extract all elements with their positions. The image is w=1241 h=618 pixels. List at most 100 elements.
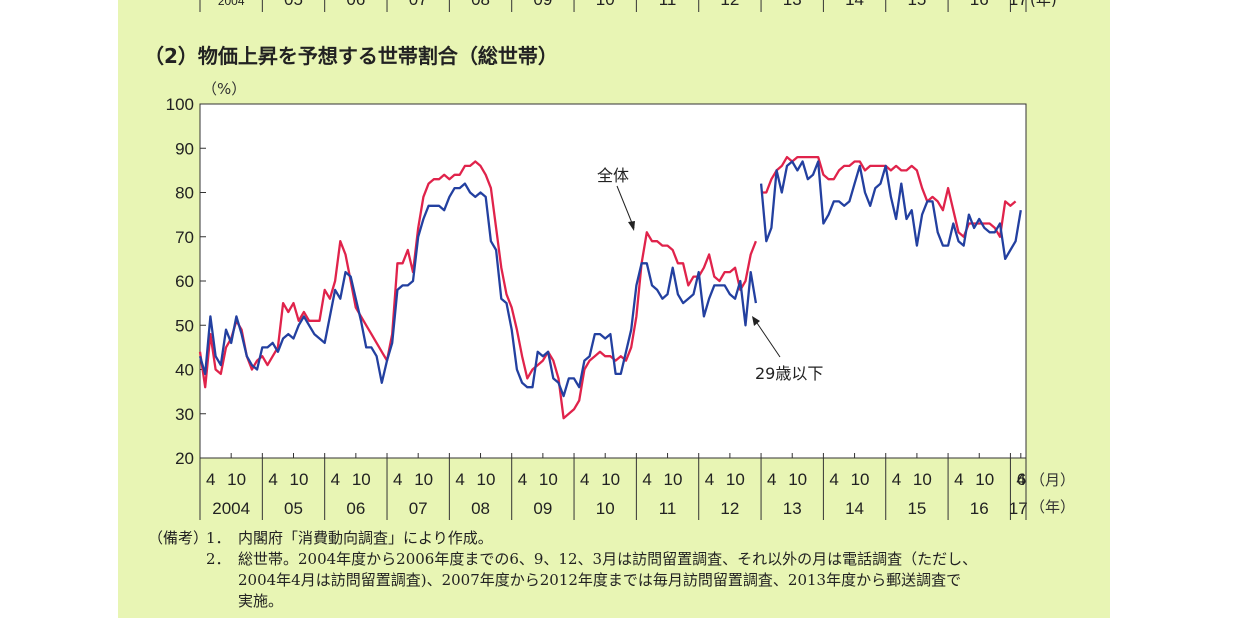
x-month-label: 4: [331, 470, 340, 489]
note-row: 2004年4月は訪問留置調査)、2007年度から2012年度までは毎月訪問留置調…: [148, 570, 977, 591]
annotations: 全体 29歳以下: [597, 166, 823, 383]
series-line-under29: [198, 182, 758, 398]
top-strip-year-label: 2004: [218, 0, 245, 8]
x-year-label: 05: [284, 499, 303, 518]
top-strip-unit: (年): [1030, 0, 1057, 9]
top-strip-year-label: 15: [907, 0, 926, 9]
note-number: [206, 570, 238, 591]
y-tick-label: 60: [175, 272, 194, 291]
x-month-label: 10: [913, 470, 932, 489]
annotation-label: 29歳以下: [755, 364, 823, 383]
x-year-label: 07: [409, 499, 428, 518]
y-axis: 20 30 40 50 60 70 80 90 100: [166, 95, 206, 468]
x-month-label: 10: [227, 470, 246, 489]
annotation-arrow: [754, 319, 781, 358]
x-month-label: 4: [518, 470, 527, 489]
x-month-label: 4: [1016, 470, 1025, 489]
note-text: 総世帯。2004年度から2006年度までの6、9、12、3月は訪問留置調査、それ…: [238, 550, 978, 568]
x-month-label: 10: [352, 470, 371, 489]
x-year-label: 09: [533, 499, 552, 518]
x-year-label: 13: [783, 499, 802, 518]
series-layer: [198, 155, 1022, 420]
x-month-label: 4: [455, 470, 464, 489]
series-line-under29: [759, 160, 1022, 261]
y-tick-label: 100: [166, 95, 194, 114]
x-year-label: 11: [659, 499, 677, 518]
x-month-label: 4: [206, 470, 215, 489]
y-tick-label: 30: [175, 405, 194, 424]
top-strip-year-label: 05: [284, 0, 303, 9]
x-axis-month-unit: （月）: [1030, 471, 1075, 489]
top-strip-year-label: 08: [471, 0, 490, 9]
note-text: 内閣府「消費動向調査」により作成。: [238, 529, 493, 547]
y-tick-label: 90: [175, 139, 194, 158]
x-month-label: 10: [851, 470, 870, 489]
top-strip-year-label: 09: [533, 0, 552, 9]
annotation-label: 全体: [597, 166, 629, 185]
top-strip-year-label: 10: [596, 0, 615, 9]
top-strip-year-label: 16: [970, 0, 989, 9]
annotation-arrowhead: [752, 316, 760, 326]
notes: （備考） 1． 内閣府「消費動向調査」により作成。 2． 総世帯。2004年度か…: [148, 528, 977, 612]
top-strip-year-label: 17: [1009, 0, 1028, 9]
top-strip-year-label: 11: [659, 0, 677, 9]
x-month-label: 4: [829, 470, 838, 489]
x-month-label: 4: [268, 470, 277, 489]
top-strip-year-label: 12: [720, 0, 739, 9]
y-tick-label: 20: [175, 449, 194, 468]
x-year-label: 17: [1009, 499, 1028, 518]
x-year-label: 12: [720, 499, 739, 518]
chart-title: （2）物価上昇を予想する世帯割合（総世帯）: [144, 44, 558, 68]
note-number: [206, 591, 238, 612]
top-axis-strip: 2004 05 06 07 08 09 10 11 12 13 14 15 16 17(年): [199, 0, 1057, 12]
x-year-label: 06: [346, 499, 365, 518]
plot-area: [199, 103, 1027, 459]
y-tick-label: 70: [175, 228, 194, 247]
annotation-arrowhead: [628, 221, 635, 231]
top-strip-year-label: 06: [346, 0, 365, 9]
series-line-total: [198, 160, 757, 420]
x-axis: 4 10 2004 4 10 05 4 10 06 4 10 07 4 10 08 4 10 09 4 10 10 4 10…: [199, 453, 1028, 520]
top-strip-year-label: 13: [783, 0, 802, 9]
x-month-label: 10: [726, 470, 745, 489]
x-year-label: 10: [596, 499, 615, 518]
x-year-label: 14: [845, 499, 864, 518]
x-month-label: 4: [705, 470, 714, 489]
x-year-label: 16: [970, 499, 989, 518]
x-month-label: 4: [767, 470, 776, 489]
note-row: 2． 総世帯。2004年度から2006年度までの6、9、12、3月は訪問留置調査…: [148, 549, 977, 570]
note-number: 1．: [206, 529, 231, 547]
x-axis-year-unit: （年）: [1030, 498, 1075, 516]
y-tick-label: 50: [175, 316, 194, 335]
x-month-label: 4: [954, 470, 963, 489]
x-month-label: 10: [664, 470, 683, 489]
x-month-label: 10: [601, 470, 620, 489]
x-year-label: 08: [471, 499, 490, 518]
x-month-label: 6: [1017, 470, 1026, 489]
y-tick-label: 80: [175, 184, 194, 203]
x-month-label: 4: [642, 470, 651, 489]
note-text: 実施。: [238, 592, 284, 610]
top-strip-year-label: 07: [409, 0, 428, 9]
note-row: （備考） 1． 内閣府「消費動向調査」により作成。: [148, 528, 977, 549]
x-month-label: 10: [414, 470, 433, 489]
x-month-label: 10: [477, 470, 496, 489]
x-month-label: 4: [393, 470, 402, 489]
notes-header: （備考）: [148, 529, 209, 547]
x-month-label: 10: [788, 470, 807, 489]
y-axis-unit-label: （%）: [202, 80, 246, 98]
y-tick-label: 40: [175, 361, 194, 380]
note-row: 実施。: [148, 591, 977, 612]
x-month-label: 10: [539, 470, 558, 489]
x-month-label: 10: [975, 470, 994, 489]
note-text: 2004年4月は訪問留置調査)、2007年度から2012年度までは毎月訪問留置調…: [238, 571, 962, 589]
x-year-label: 2004: [212, 499, 250, 518]
top-strip-year-label: 14: [845, 0, 864, 9]
annotation-arrow: [616, 185, 635, 229]
x-year-label: 15: [907, 499, 926, 518]
x-month-label: 4: [892, 470, 901, 489]
x-month-label: 10: [290, 470, 309, 489]
note-number: 2．: [206, 550, 231, 568]
x-month-label: 4: [580, 470, 589, 489]
